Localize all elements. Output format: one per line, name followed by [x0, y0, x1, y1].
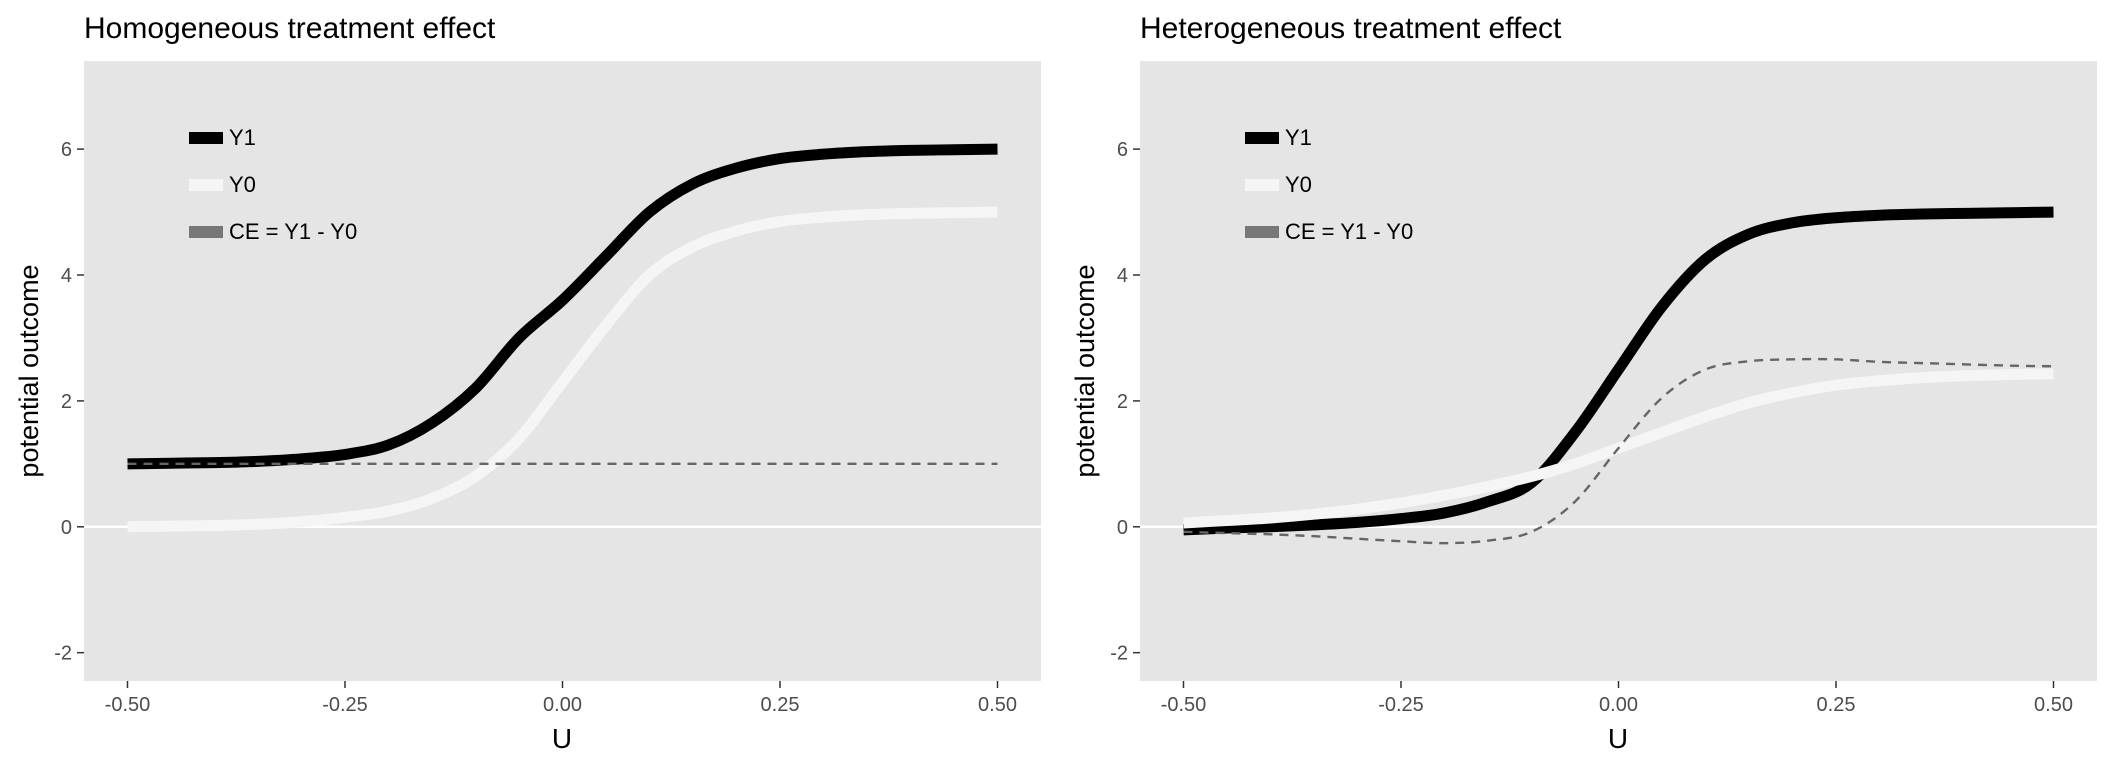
legend-label: Y1: [229, 125, 256, 150]
y-axis-label: potential outcome: [14, 264, 44, 477]
x-tick-label: 0.00: [1599, 694, 1638, 716]
y-tick-label: 2: [61, 391, 72, 413]
series-line-ce-y1-y0: [1183, 357, 2054, 545]
legend-label: CE = Y1 - Y0: [1285, 219, 1413, 244]
series-line-y0: [127, 206, 998, 533]
legend-key: [189, 132, 223, 144]
x-tick-label: -0.50: [1161, 694, 1207, 716]
y-tick-label: -2: [54, 643, 72, 665]
y-axis: -2 0 2 4 6: [54, 139, 84, 665]
chart-title: Homogeneous treatment effect: [84, 12, 496, 45]
series-line-y1: [127, 143, 998, 470]
plot-layer: [84, 143, 1041, 533]
y-tick-label: 4: [1117, 265, 1128, 287]
x-tick-label: 0.25: [1817, 694, 1856, 716]
chart-title: Heterogeneous treatment effect: [1140, 12, 1562, 45]
heterogeneous-panel: Heterogeneous treatment effect Y1 Y0 CE = …: [1070, 12, 2097, 754]
series-line-y1: [1183, 206, 2054, 536]
y-axis: -2 0 2 4 6: [1110, 139, 1140, 665]
x-tick-label: -0.25: [1378, 694, 1424, 716]
x-tick-label: 0.50: [2034, 694, 2073, 716]
legend: Y1 Y0 CE = Y1 - Y0: [189, 125, 357, 244]
legend-key: [189, 226, 223, 238]
legend-label: Y0: [1285, 172, 1312, 197]
plot-layer: [1140, 206, 2097, 545]
y-tick-label: 6: [1117, 139, 1128, 161]
x-tick-label: 0.50: [978, 694, 1017, 716]
x-axis-label: U: [552, 723, 572, 754]
y-tick-label: 0: [61, 517, 72, 539]
y-tick-label: 4: [61, 265, 72, 287]
legend-key: [1245, 132, 1279, 144]
homogeneous-panel: Homogeneous treatment effect Y1 Y0 CE = Y1…: [14, 12, 1041, 754]
legend-label: CE = Y1 - Y0: [229, 219, 357, 244]
x-axis-label: U: [1608, 723, 1628, 754]
y-tick-label: -2: [1110, 643, 1128, 665]
y-tick-label: 0: [1117, 517, 1128, 539]
legend-label: Y0: [229, 172, 256, 197]
legend-key: [1245, 179, 1279, 191]
legend-key: [1245, 226, 1279, 238]
x-tick-label: 0.25: [761, 694, 800, 716]
x-axis: -0.50 -0.25 0.00 0.25 0.50: [105, 681, 1017, 716]
legend-label: Y1: [1285, 125, 1312, 150]
x-tick-label: -0.50: [105, 694, 151, 716]
legend-key: [189, 179, 223, 191]
plot-background: [84, 61, 1041, 681]
x-tick-label: 0.00: [543, 694, 582, 716]
y-tick-label: 2: [1117, 391, 1128, 413]
x-axis: -0.50 -0.25 0.00 0.25 0.50: [1161, 681, 2073, 716]
y-axis-label: potential outcome: [1070, 264, 1100, 477]
x-tick-label: -0.25: [322, 694, 368, 716]
legend: Y1 Y0 CE = Y1 - Y0: [1245, 125, 1413, 244]
y-tick-label: 6: [61, 139, 72, 161]
